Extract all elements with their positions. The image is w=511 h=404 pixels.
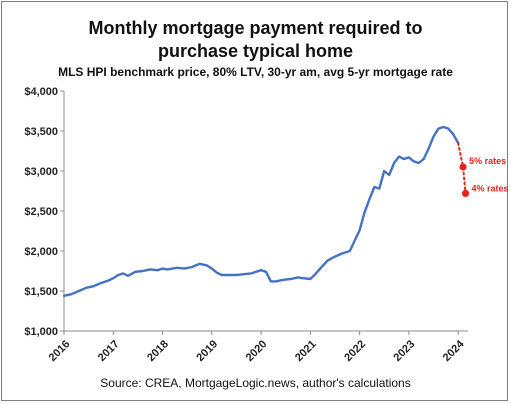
scenario-point-four-percent: [461, 189, 470, 197]
x-tick-label: 2016: [47, 338, 73, 364]
y-tick-label: $1,500: [24, 286, 58, 298]
x-tick-label: 2017: [96, 338, 122, 364]
x-tick-label: 2019: [194, 338, 220, 364]
x-tick-label: 2018: [145, 338, 171, 364]
x-tick-label: 2020: [244, 338, 270, 364]
scenario-point-five-percent: [459, 163, 467, 171]
x-tick-label: 2023: [392, 338, 418, 364]
x-tick-label: 2024: [441, 338, 467, 364]
y-tick-label: $2,000: [24, 246, 58, 258]
y-tick-label: $3,000: [24, 166, 58, 178]
axes: $1,000 $1,500 $2,000 $2,500 $3,000 $3,500 $4,0…: [24, 86, 468, 364]
y-tick-label: $4,000: [24, 86, 58, 98]
chart-title-line2: purchase typical home: [157, 41, 354, 61]
x-tick-label: 2021: [293, 338, 319, 364]
x-tick-label: 2022: [342, 338, 368, 364]
y-tick-label: $3,500: [24, 126, 58, 138]
scenario-label-four-percent: 4% rates: [472, 183, 509, 193]
series-line-mortgage-payment: [62, 125, 460, 297]
chart-subtitle: MLS HPI benchmark price, 80% LTV, 30-yr …: [58, 65, 453, 79]
y-tick-label: $1,000: [24, 326, 58, 338]
scenario-label-five-percent: 5% rates: [469, 156, 506, 166]
y-tick-label: $2,500: [24, 206, 58, 218]
chart-source: Source: CREA, MortgageLogic.news, author…: [100, 376, 411, 390]
chart-title: Monthly mortgage payment required to: [88, 18, 423, 38]
marks: 5% rates 4% rates: [62, 125, 509, 297]
